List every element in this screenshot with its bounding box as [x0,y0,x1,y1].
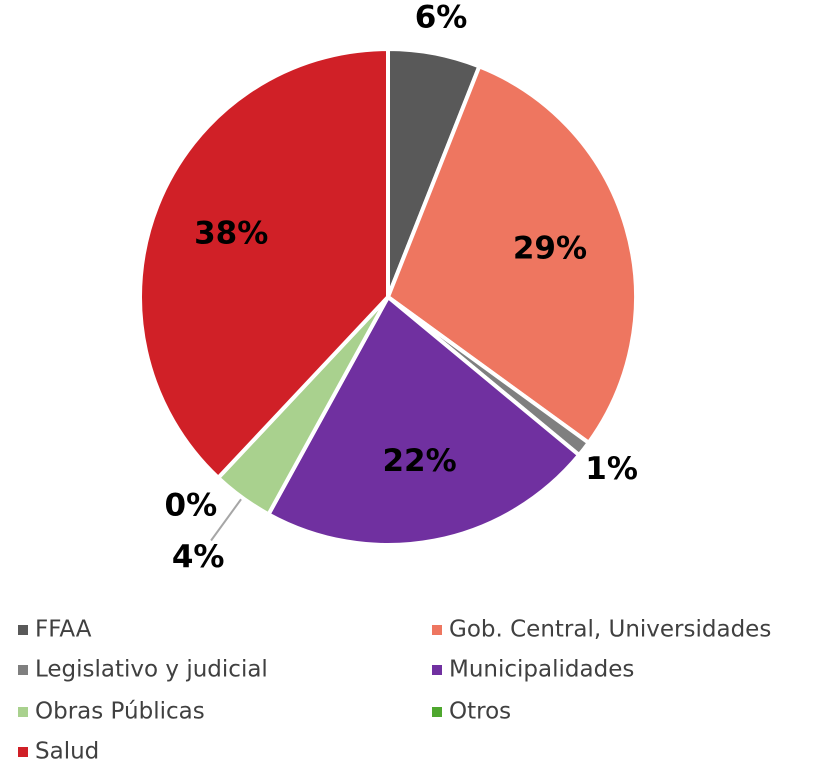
data-label: 4% [172,539,225,575]
legend-label: FFAA [35,617,92,643]
data-label: 38% [194,215,268,251]
legend-label: Obras Públicas [35,699,205,725]
legend-label: Otros [449,699,511,725]
legend-swatch [432,665,442,675]
legend-label: Legislativo y judicial [35,657,268,683]
data-label: 0% [165,487,218,523]
legend-label: Municipalidades [449,657,634,683]
data-label: 6% [415,0,468,36]
leader-line [210,498,242,542]
data-label: 29% [513,230,587,266]
pie-slice [138,46,390,481]
legend-swatch [432,625,442,635]
pie-slice [265,293,582,547]
data-label: 22% [382,443,456,479]
legend-swatch [18,665,28,675]
legend-label: Salud [35,739,99,761]
legend-swatch [18,747,28,757]
data-label: 1% [585,451,638,487]
legend-swatch [18,625,28,635]
legend-swatch [18,707,28,717]
pie-slice [385,63,638,446]
legend-label: Gob. Central, Universidades [449,617,771,643]
legend-swatch [432,707,442,717]
